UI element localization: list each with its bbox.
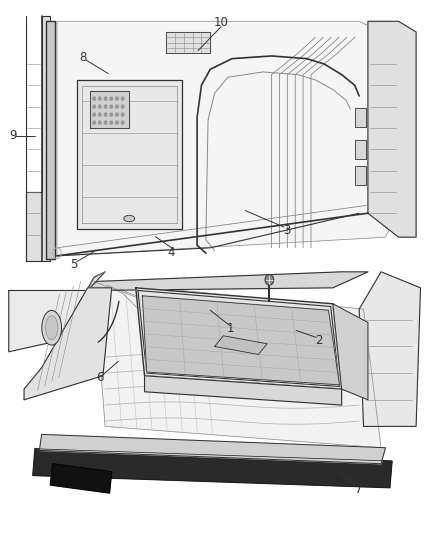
Polygon shape (46, 21, 55, 259)
Polygon shape (90, 91, 129, 128)
Polygon shape (368, 21, 416, 237)
Polygon shape (333, 304, 368, 400)
Text: 10: 10 (214, 16, 229, 29)
Circle shape (121, 105, 124, 108)
Circle shape (99, 113, 101, 116)
Polygon shape (166, 32, 210, 53)
Ellipse shape (42, 310, 61, 345)
Text: 2: 2 (315, 334, 323, 347)
Circle shape (116, 121, 118, 124)
Circle shape (104, 113, 107, 116)
Circle shape (99, 105, 101, 108)
Polygon shape (39, 434, 385, 464)
Circle shape (110, 105, 113, 108)
Polygon shape (50, 464, 112, 493)
Ellipse shape (124, 215, 134, 222)
Text: 3: 3 (283, 224, 290, 237)
Circle shape (121, 97, 124, 100)
Text: 6: 6 (96, 371, 104, 384)
Circle shape (93, 121, 95, 124)
Circle shape (104, 97, 107, 100)
Circle shape (116, 113, 118, 116)
Circle shape (104, 121, 107, 124)
Text: 7: 7 (354, 483, 362, 496)
Polygon shape (24, 288, 112, 400)
Polygon shape (359, 272, 420, 426)
Polygon shape (26, 16, 50, 261)
Polygon shape (88, 272, 368, 290)
Circle shape (104, 105, 107, 108)
Text: 1: 1 (226, 322, 234, 335)
Text: 8: 8 (80, 51, 87, 64)
Circle shape (93, 97, 95, 100)
Polygon shape (94, 281, 381, 448)
Polygon shape (136, 288, 342, 389)
Circle shape (110, 113, 113, 116)
Polygon shape (215, 336, 267, 354)
Circle shape (110, 121, 113, 124)
Polygon shape (145, 376, 342, 405)
Text: 5: 5 (70, 258, 77, 271)
Polygon shape (142, 296, 339, 385)
Circle shape (93, 113, 95, 116)
Bar (355, 108, 366, 127)
Circle shape (93, 105, 95, 108)
Bar (355, 166, 366, 185)
Circle shape (110, 97, 113, 100)
Circle shape (121, 121, 124, 124)
Text: 9: 9 (10, 130, 17, 142)
Circle shape (99, 97, 101, 100)
Circle shape (265, 274, 274, 285)
Circle shape (116, 105, 118, 108)
Bar (355, 140, 366, 159)
Polygon shape (77, 80, 182, 229)
Text: 4: 4 (167, 246, 175, 259)
Polygon shape (57, 21, 403, 256)
Circle shape (116, 97, 118, 100)
Polygon shape (33, 449, 392, 488)
Circle shape (99, 121, 101, 124)
Circle shape (121, 113, 124, 116)
Ellipse shape (46, 316, 58, 340)
Polygon shape (9, 272, 105, 352)
